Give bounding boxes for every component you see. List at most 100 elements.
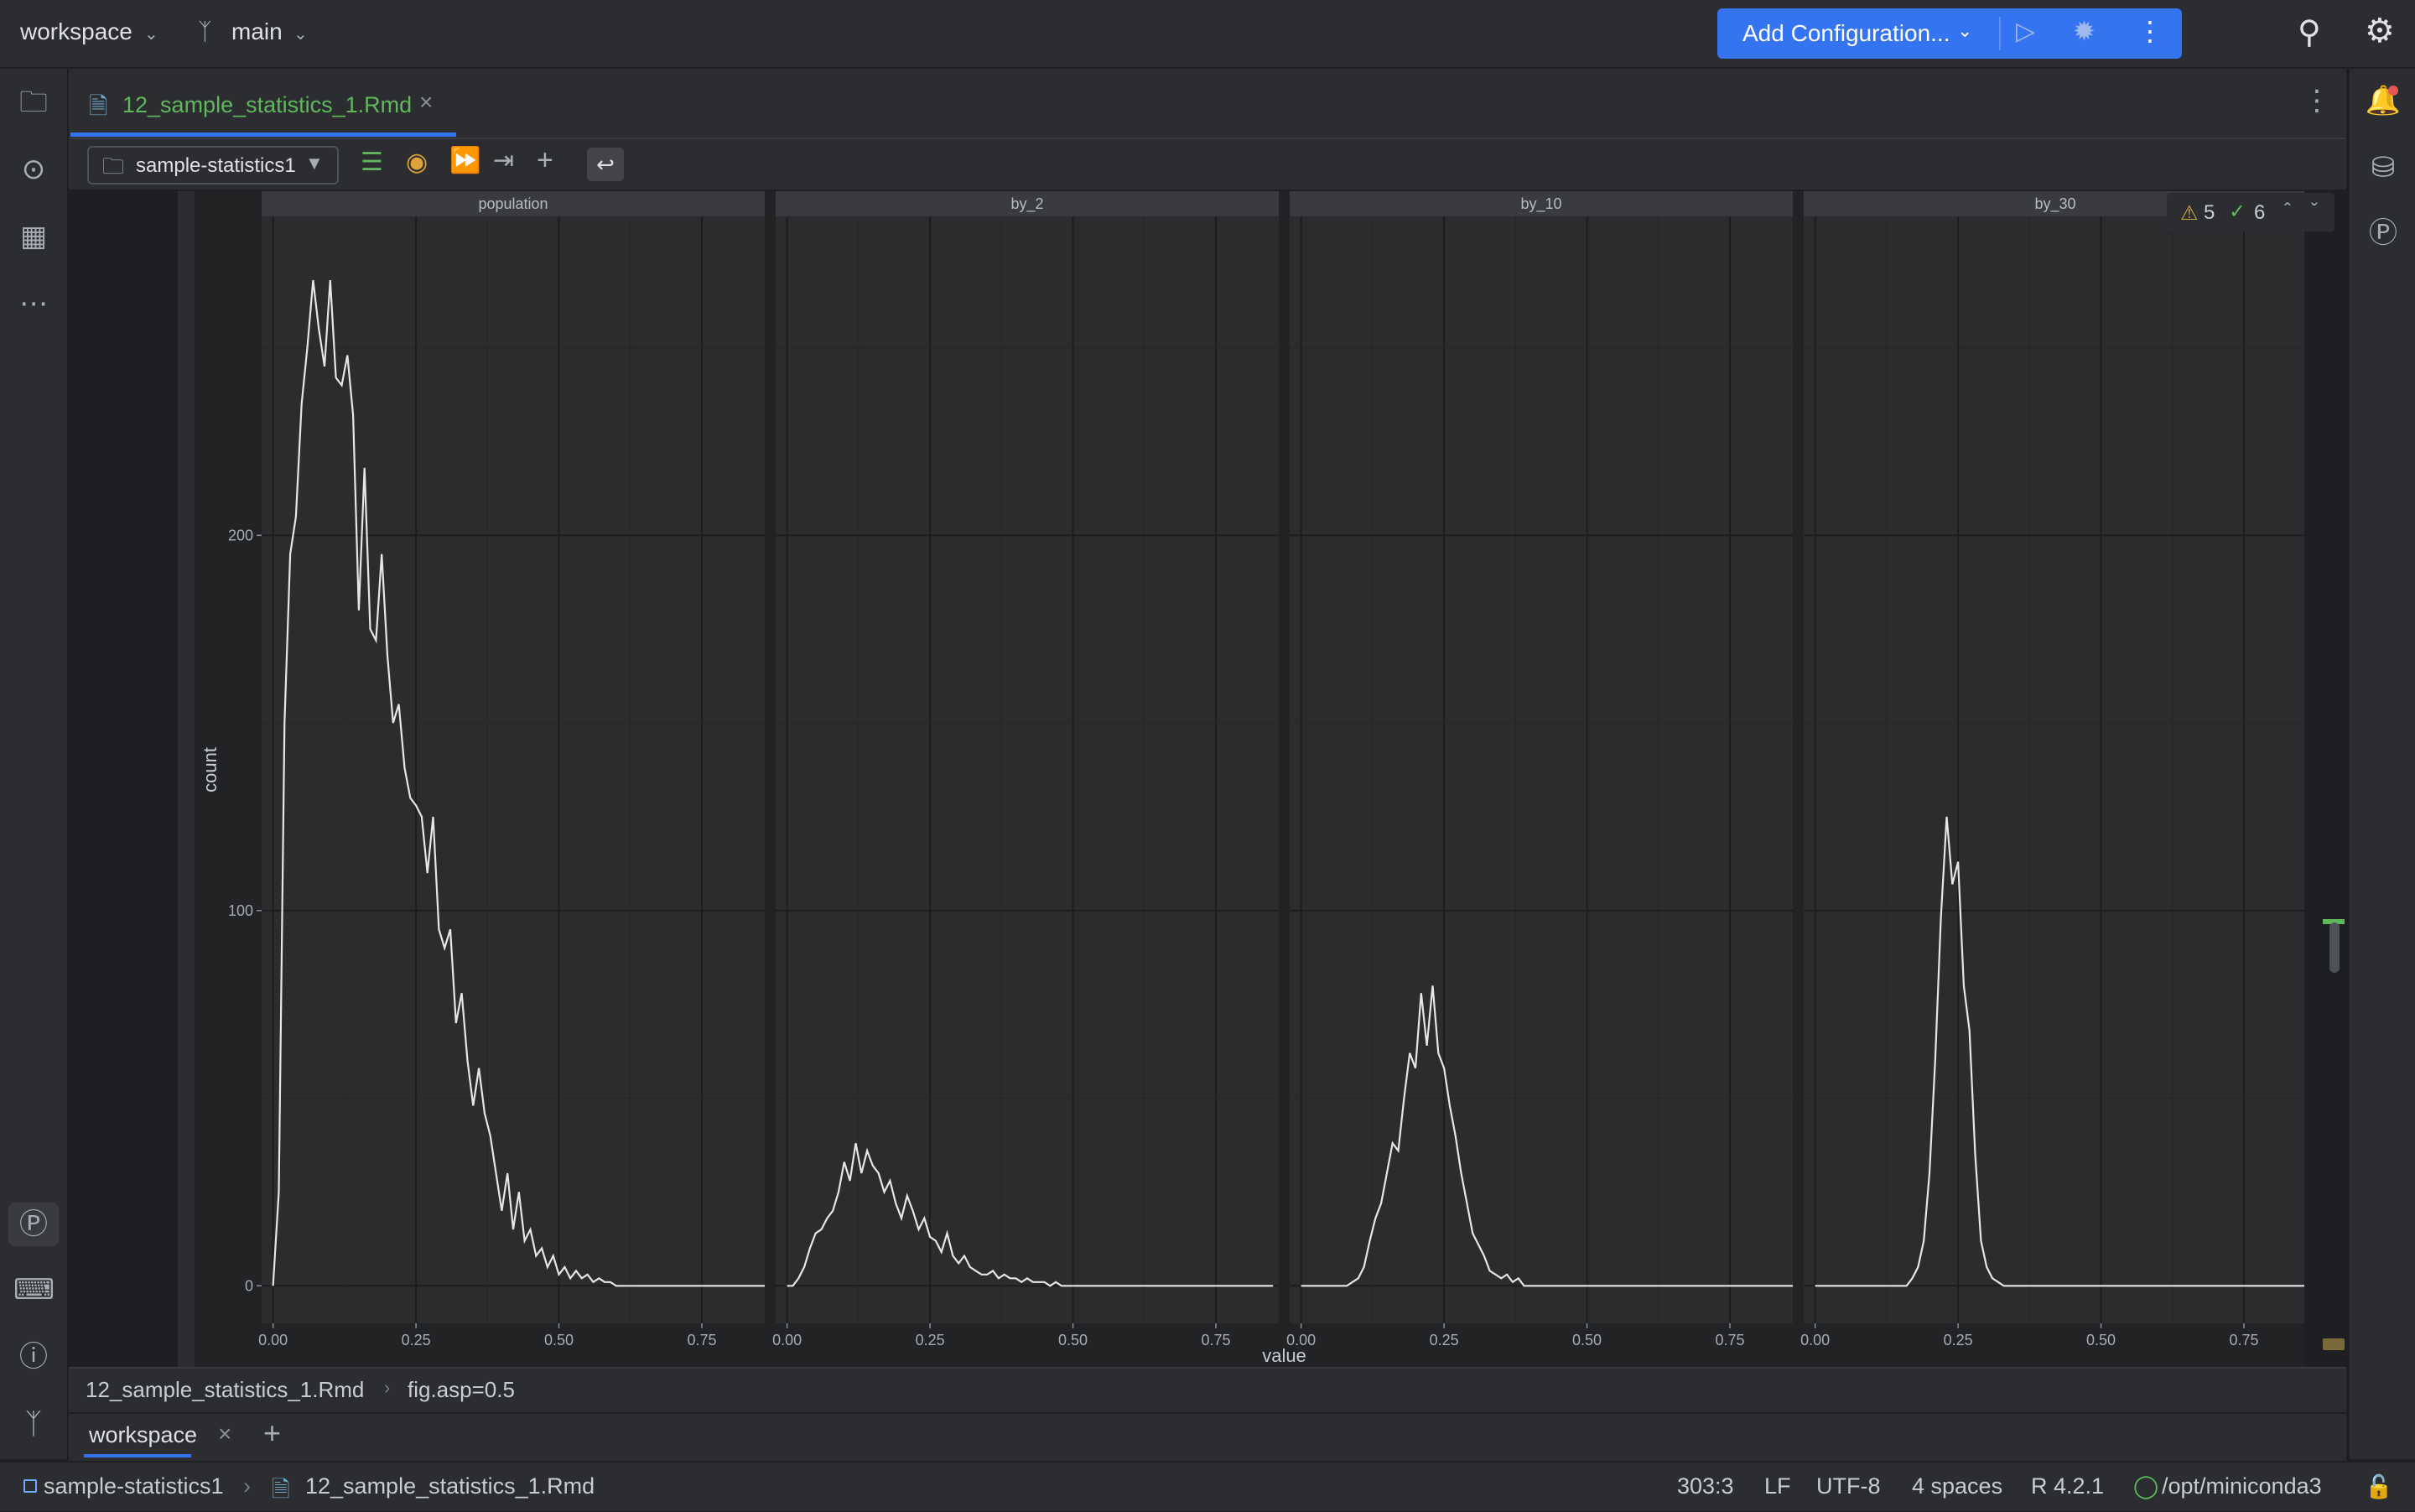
series-line-by_10 [1301,985,1793,1287]
chevron-down-icon[interactable]: ˇ [2311,200,2318,222]
debug-icon[interactable]: ✹ [2073,16,2096,46]
y-tick-label: 0 [245,1277,253,1294]
x-tick-label: 0.25 [402,1332,431,1348]
run-icon[interactable]: ▷ [2016,18,2036,45]
editor-tab-label[interactable]: 12_sample_statistics_1.Rmd [122,92,413,117]
module-selector-label: sample-statistics1 [136,154,296,177]
r-version[interactable]: R 4.2.1 [2031,1473,2105,1499]
branch-icon: ᛉ [198,18,212,44]
editor-tab-bar [69,69,2346,139]
facet-panel [776,216,1279,1323]
status-file[interactable]: 12_sample_statistics_1.Rmd [305,1473,595,1499]
bottom-panel-tabs: workspace × + [69,1412,2346,1461]
x-tick-label: 0.25 [1430,1332,1459,1348]
indent-setting[interactable]: 4 spaces [1912,1473,2003,1499]
folder-icon: 🗀 [102,153,125,179]
faceted-line-chart: population 0.00 0.25 0.50 0.75 by_2 0.00 0.25 0.… [200,191,2304,1366]
editor-toolbar [69,139,2346,190]
active-tab-indicator [70,132,456,137]
x-tick-label: 0.25 [916,1332,945,1348]
status-module[interactable]: sample-statistics1 [44,1473,224,1499]
facet-strip [776,191,1279,216]
gear-icon[interactable]: ⚙ [2365,13,2395,49]
ok-count: 6 [2254,201,2266,224]
loading-icon: ◯ [2133,1473,2159,1499]
chevron-right-icon: › [384,1377,391,1398]
x-tick-label: 0.00 [258,1332,288,1348]
add-tab-icon[interactable]: + [263,1416,282,1450]
breadcrumb-file[interactable]: 12_sample_statistics_1.Rmd [86,1377,365,1402]
inspection-widget[interactable]: ⚠ 5 ✓ 6 ˆ ˇ [2167,193,2334,231]
r-packages-icon[interactable]: Ⓟ [2369,217,2397,249]
chrome-icon[interactable]: ◉ [406,148,428,176]
y-tick-label: 200 [228,527,253,543]
search-icon[interactable]: ⚲ [2298,15,2321,50]
knit-icon[interactable]: ☰ [361,148,383,176]
more-horizontal-icon[interactable]: ⋯ [19,288,48,320]
facet-panel [1290,216,1793,1323]
lock-icon[interactable]: 🔓 [2365,1474,2393,1499]
chevron-down-icon[interactable]: ⌄ [293,25,308,44]
series-line-by_2 [787,1142,1274,1287]
x-tick-label: 0.00 [772,1332,802,1348]
run-all-icon[interactable]: ⏩ [449,147,481,174]
tab-options-icon[interactable]: ⋮ [2303,85,2331,117]
scrollbar-thumb[interactable] [2329,922,2340,973]
terminal-icon[interactable]: ⌨ [13,1274,55,1306]
module-selector[interactable]: 🗀 sample-statistics1 ▼ [87,146,339,184]
file-encoding[interactable]: UTF-8 [1816,1473,1881,1499]
problems-icon[interactable]: ⓘ [19,1341,48,1373]
facet-strip [262,191,765,216]
fold-gutter [178,191,195,1367]
scroll-marker [2323,919,2345,924]
x-tick-label: 0.00 [1286,1332,1316,1348]
x-tick-label: 0.00 [1800,1332,1830,1348]
rmd-file-icon: 🗎 [272,1477,290,1502]
breadcrumb: 12_sample_statistics_1.Rmd › fig.asp=0.5 [69,1367,2346,1412]
close-icon[interactable]: × [218,1421,232,1447]
y-axis-title: count [200,747,221,792]
x-tick-label: 0.50 [544,1332,574,1348]
close-icon[interactable]: × [419,89,434,115]
scroll-marker [2323,1338,2345,1350]
chevron-down-icon: ⌄ [1957,20,1973,41]
x-tick-label: 0.50 [1572,1332,1602,1348]
line-gutter [69,191,178,1367]
series-line-by_30 [1815,816,2304,1287]
module-icon [23,1479,37,1493]
facet-label: by_30 [2034,195,2075,213]
more-icon[interactable]: ⋮ [2137,16,2163,46]
caret-position[interactable]: 303:3 [1677,1473,1734,1499]
soft-wrap-icon[interactable]: ↩ [587,148,624,181]
series-line-population [272,279,765,1287]
add-chunk-icon[interactable]: + [537,144,553,176]
database-icon[interactable]: ⛁ [2371,152,2396,184]
status-bar: sample-statistics1 › 🗎 12_sample_statist… [0,1461,2415,1511]
commit-icon[interactable]: ⊙ [21,153,46,185]
r-console-icon[interactable]: Ⓟ [8,1203,59,1246]
folder-icon[interactable]: 🗀 [19,86,48,118]
top-toolbar: workspace ⌄ ᛉ main ⌄ Add Configuration..… [0,0,2415,69]
tab-workspace[interactable]: workspace [89,1422,198,1447]
interpreter-path[interactable]: /opt/miniconda3 [2162,1473,2322,1499]
chevron-down-icon[interactable]: ⌄ [144,25,158,44]
structure-icon[interactable]: ▦ [19,221,48,252]
active-tab-indicator [84,1454,191,1457]
run-chunk-icon[interactable]: ⇥ [493,147,515,174]
project-selector[interactable]: workspace [20,18,132,44]
breadcrumb-chunk[interactable]: fig.asp=0.5 [408,1377,515,1402]
chart-output: population 0.00 0.25 0.50 0.75 by_2 0.00 0.25 0.… [195,191,2304,1367]
line-separator[interactable]: LF [1764,1473,1791,1499]
run-configuration-button[interactable]: Add Configuration... ⌄ ▷ ✹ ⋮ [1717,8,2182,59]
chevron-right-icon: › [243,1473,251,1499]
git-icon[interactable]: ᛉ [24,1408,43,1440]
facet-panel [262,216,765,1323]
y-tick-label: 100 [228,902,253,919]
x-axis-title: value [1262,1345,1306,1366]
notification-badge [2388,86,2398,96]
branch-selector[interactable]: main [231,18,283,44]
chevron-up-icon[interactable]: ˆ [2284,200,2291,222]
facet-label: by_10 [1520,195,1561,213]
dropdown-arrow-icon: ▼ [305,153,324,174]
facet-label: by_2 [1010,195,1043,213]
